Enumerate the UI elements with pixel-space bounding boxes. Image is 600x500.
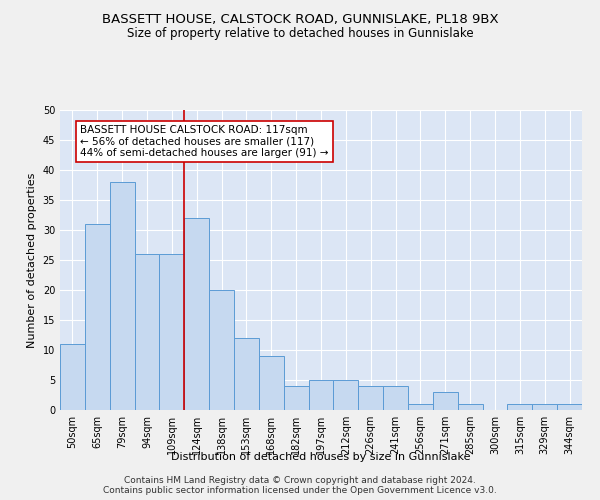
Bar [408, 404, 433, 410]
Bar [458, 404, 482, 410]
Text: Size of property relative to detached houses in Gunnislake: Size of property relative to detached ho… [127, 28, 473, 40]
Bar [110, 182, 134, 410]
Bar [308, 380, 334, 410]
Text: BASSETT HOUSE CALSTOCK ROAD: 117sqm
← 56% of detached houses are smaller (117)
4: BASSETT HOUSE CALSTOCK ROAD: 117sqm ← 56… [80, 125, 328, 158]
Text: BASSETT HOUSE, CALSTOCK ROAD, GUNNISLAKE, PL18 9BX: BASSETT HOUSE, CALSTOCK ROAD, GUNNISLAKE… [101, 12, 499, 26]
Bar [508, 404, 532, 410]
Bar [60, 344, 85, 410]
Bar [358, 386, 383, 410]
Bar [433, 392, 458, 410]
Bar [334, 380, 358, 410]
Bar [259, 356, 284, 410]
Bar [383, 386, 408, 410]
Bar [160, 254, 184, 410]
Text: Distribution of detached houses by size in Gunnislake: Distribution of detached houses by size … [171, 452, 471, 462]
Bar [184, 218, 209, 410]
Bar [209, 290, 234, 410]
Bar [134, 254, 160, 410]
Bar [234, 338, 259, 410]
Bar [85, 224, 110, 410]
Y-axis label: Number of detached properties: Number of detached properties [27, 172, 37, 348]
Bar [532, 404, 557, 410]
Text: Contains HM Land Registry data © Crown copyright and database right 2024.
Contai: Contains HM Land Registry data © Crown c… [103, 476, 497, 495]
Bar [557, 404, 582, 410]
Bar [284, 386, 308, 410]
